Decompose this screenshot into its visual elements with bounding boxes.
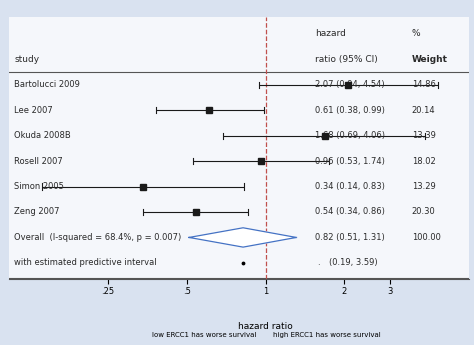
Text: (0.19, 3.59): (0.19, 3.59): [329, 258, 378, 267]
Text: Weight: Weight: [412, 55, 448, 64]
Text: hazard: hazard: [315, 29, 346, 38]
Text: low ERCC1 has worse survival: low ERCC1 has worse survival: [152, 332, 256, 338]
Text: 13.39: 13.39: [412, 131, 436, 140]
Text: 0.82 (0.51, 1.31): 0.82 (0.51, 1.31): [315, 233, 385, 242]
Text: 1.68 (0.69, 4.06): 1.68 (0.69, 4.06): [315, 131, 385, 140]
Text: Lee 2007: Lee 2007: [14, 106, 53, 115]
Text: 20.30: 20.30: [412, 207, 436, 217]
Text: %: %: [412, 29, 420, 38]
Text: 18.02: 18.02: [412, 157, 436, 166]
Text: Bartolucci 2009: Bartolucci 2009: [14, 80, 80, 89]
Text: 20.14: 20.14: [412, 106, 436, 115]
Text: 0.61 (0.38, 0.99): 0.61 (0.38, 0.99): [315, 106, 385, 115]
Text: 0.34 (0.14, 0.83): 0.34 (0.14, 0.83): [315, 182, 385, 191]
Text: 0.54 (0.34, 0.86): 0.54 (0.34, 0.86): [315, 207, 385, 217]
Text: Rosell 2007: Rosell 2007: [14, 157, 63, 166]
Text: 0.96 (0.53, 1.74): 0.96 (0.53, 1.74): [315, 157, 385, 166]
Text: high ERCC1 has worse survival: high ERCC1 has worse survival: [273, 332, 381, 338]
Text: .: .: [318, 258, 320, 267]
Text: Simon 2005: Simon 2005: [14, 182, 64, 191]
Text: Zeng 2007: Zeng 2007: [14, 207, 60, 217]
Text: Overall  (I-squared = 68.4%, p = 0.007): Overall (I-squared = 68.4%, p = 0.007): [14, 233, 182, 242]
Text: ratio (95% CI): ratio (95% CI): [315, 55, 378, 64]
Text: study: study: [14, 55, 39, 64]
Text: hazard ratio: hazard ratio: [238, 322, 293, 331]
Text: with estimated predictive interval: with estimated predictive interval: [14, 258, 157, 267]
Text: 2.07 (0.94, 4.54): 2.07 (0.94, 4.54): [315, 80, 385, 89]
Text: Okuda 2008B: Okuda 2008B: [14, 131, 71, 140]
Polygon shape: [189, 228, 296, 247]
Text: 14.86: 14.86: [412, 80, 436, 89]
Text: 100.00: 100.00: [412, 233, 441, 242]
Text: 13.29: 13.29: [412, 182, 436, 191]
